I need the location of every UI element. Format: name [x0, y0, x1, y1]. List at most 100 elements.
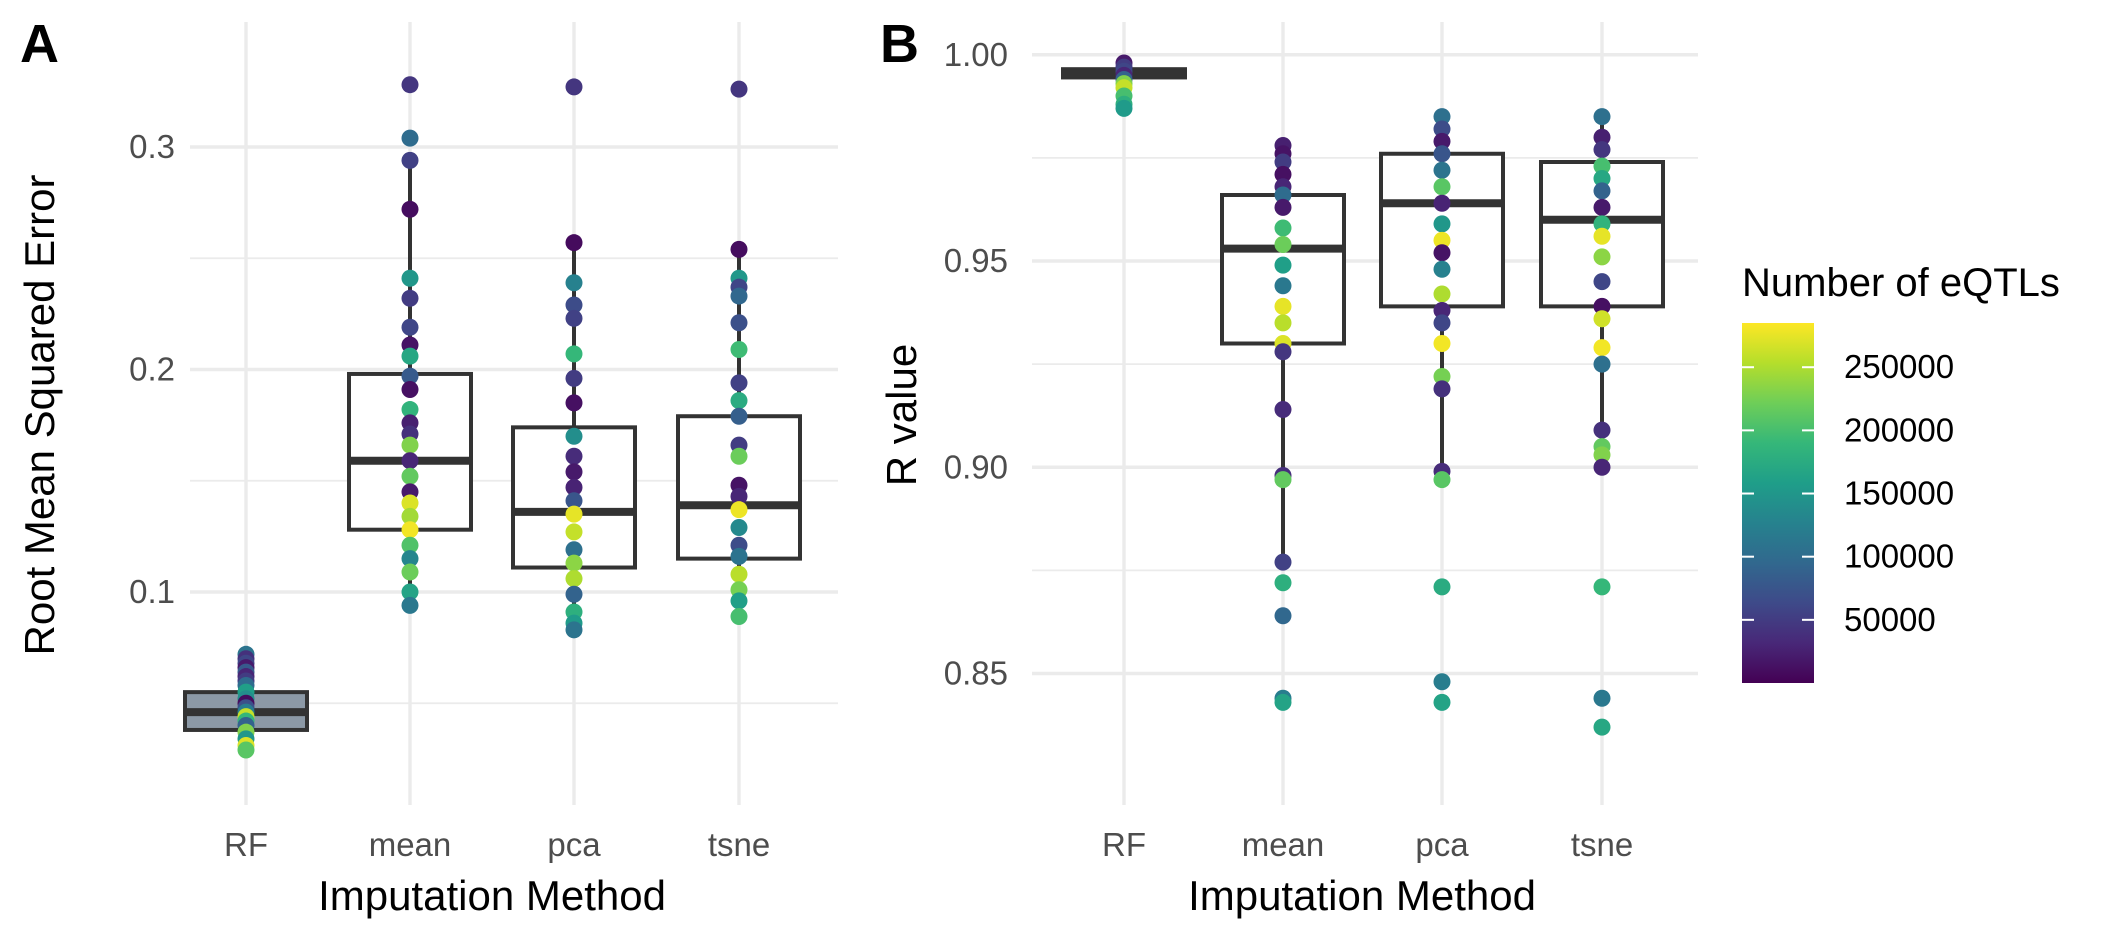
panel-b-data-point	[1593, 446, 1611, 464]
panel-b-y-tick-label: 0.85	[944, 655, 1008, 692]
panel-b-data-point	[1593, 355, 1611, 373]
panel-a-data-point	[565, 505, 583, 523]
panel-b-data-point	[1593, 578, 1611, 596]
panel-b-data-point	[1593, 339, 1611, 357]
panel-a-data-point	[237, 741, 255, 759]
panel-b-data-point	[1433, 120, 1451, 138]
legend-tick-label: 150000	[1844, 475, 1954, 512]
panel-a-x-tick-label: pca	[547, 826, 601, 863]
panel-b-data-point	[1593, 421, 1611, 439]
panel-b-tag: B	[880, 14, 919, 74]
panel-b-data-point	[1433, 302, 1451, 319]
panel-b-data-point	[1433, 693, 1451, 711]
panel-b-data-point	[1274, 256, 1292, 274]
legend-color-bar	[1742, 323, 1814, 683]
panel-b-data-point	[1593, 458, 1611, 476]
panel-a-x-tick-label: tsne	[708, 826, 770, 863]
panel-a-data-point	[565, 369, 583, 387]
panel-b-boxes	[1061, 67, 1665, 563]
panel-b-x-tick-label: RF	[1102, 826, 1146, 863]
panel-a-x-tick-label: mean	[369, 826, 452, 863]
panel-a-data-point	[565, 585, 583, 603]
panel-a-data-point	[730, 487, 748, 505]
panel-a-data-point	[565, 554, 583, 572]
panel-a-data-point	[565, 541, 583, 559]
panel-a-y-tick-label: 0.1	[129, 573, 175, 610]
panel-a-data-point	[401, 381, 419, 399]
panel-a-data-point	[401, 367, 419, 385]
panel-b-data-point	[1593, 108, 1611, 126]
panel-b-data-point	[1274, 607, 1292, 625]
legend-ticks: 50000 100000 150000 200000 250000	[1742, 348, 1954, 638]
panel-b-data-point	[1433, 178, 1451, 196]
panel-b-data-point	[1433, 231, 1451, 249]
panel-a-data-point	[565, 296, 583, 314]
panel-a-data-point	[401, 200, 419, 218]
panel-b-data-point	[1274, 236, 1292, 253]
panel-a-x-ticks: RF mean pca tsne	[224, 826, 770, 863]
panel-a-data-point	[565, 570, 583, 588]
panel-a-y-tick-label: 0.3	[129, 128, 175, 165]
panel-b-data-point	[1593, 215, 1611, 233]
panel-b-data-point	[1593, 718, 1611, 736]
panel-a-data-point	[401, 521, 419, 539]
panel-a-data-point	[401, 467, 419, 485]
panel-b-data-point	[1593, 227, 1611, 245]
panel-a-data-point	[401, 452, 419, 470]
panel-b-x-axis-title: Imputation Method	[1188, 872, 1536, 919]
panel-b-data-point	[1593, 689, 1611, 707]
legend-tick-label: 250000	[1844, 348, 1954, 385]
panel-b-data-point	[1593, 141, 1611, 159]
panel-b-data-point	[1274, 471, 1292, 489]
panel-b-data-point	[1433, 215, 1451, 233]
panel-a-data-point	[401, 401, 419, 419]
panel-b-data-point	[1274, 553, 1292, 571]
panel-a-tag: A	[20, 14, 59, 74]
panel-b-x-tick-label: pca	[1415, 826, 1469, 863]
panel-b-data-point	[1593, 182, 1611, 200]
panel-b-data-point	[1433, 285, 1451, 303]
panel-a-data-point	[730, 518, 748, 536]
panel-a-data-point	[730, 407, 748, 425]
panel-b-y-ticks: 0.85 0.90 0.95 1.00	[944, 36, 1008, 692]
panel-b-data-point	[1593, 273, 1611, 291]
panel-a-data-point	[730, 314, 748, 332]
panel-a: A 0.1 0.2 0.3 RF mean pca tsne Imputation Met…	[16, 14, 838, 919]
panel-a-data-point	[730, 287, 748, 305]
panel-a-data-point	[565, 621, 583, 639]
panel-b-x-ticks: RF mean pca tsne	[1102, 826, 1633, 863]
panel-a-data-point	[565, 274, 583, 292]
panel-a-data-point	[565, 394, 583, 412]
panel-b-data-point	[1433, 471, 1451, 489]
panel-b-data-point	[1274, 297, 1292, 315]
panel-a-x-axis-title: Imputation Method	[318, 872, 666, 919]
panel-b-data-point	[1274, 314, 1292, 332]
panel-a-data-point	[565, 78, 583, 96]
panel-a-data-point	[565, 478, 583, 496]
panel-a-data-point	[730, 240, 748, 258]
panel-a-data-point	[730, 447, 748, 465]
panel-a-data-point	[401, 583, 419, 601]
panel-b-data-point	[1433, 132, 1451, 150]
panel-a-y-ticks: 0.1 0.2 0.3	[129, 128, 175, 610]
panel-a-data-point	[401, 269, 419, 287]
panel-b-data-point	[1433, 335, 1451, 352]
panel-a-data-point	[401, 151, 419, 169]
panel-b-data-point	[1433, 161, 1451, 179]
panel-a-data-point	[401, 494, 419, 512]
panel-a-data-point	[401, 347, 419, 365]
panel-a-boxes	[183, 160, 802, 750]
panel-a-data-point	[730, 374, 748, 392]
panel-a-data-point	[401, 536, 419, 554]
panel-a-y-tick-label: 0.2	[129, 351, 175, 388]
panel-b-data-point	[1593, 157, 1611, 175]
panel-a-data-point	[565, 523, 583, 541]
panel-b-data-point	[1433, 380, 1451, 398]
panel-a-points	[237, 76, 748, 759]
color-legend: Number of eQTLs 50000 100000 150000 200000 2…	[1742, 261, 2060, 683]
panel-b-x-tick-label: mean	[1242, 826, 1325, 863]
panel-a-data-point	[565, 345, 583, 363]
panel-b-data-point	[1274, 277, 1292, 295]
panel-a-data-point	[730, 565, 748, 583]
panel-b-data-point	[1433, 673, 1451, 691]
